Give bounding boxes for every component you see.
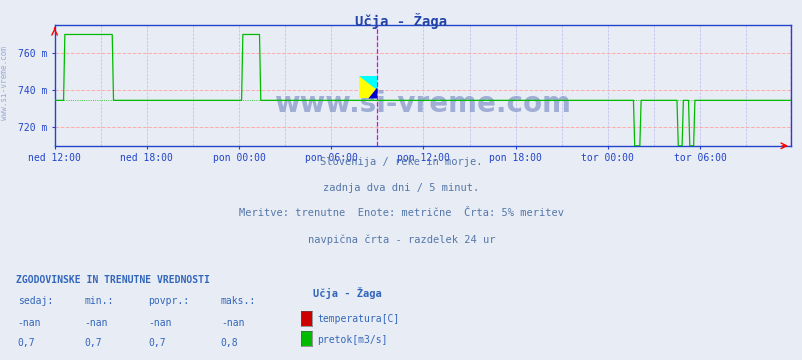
Text: sedaj:: sedaj: <box>18 296 53 306</box>
Text: Učja - Žaga: Učja - Žaga <box>355 13 447 28</box>
Text: Meritve: trenutne  Enote: metrične  Črta: 5% meritev: Meritve: trenutne Enote: metrične Črta: … <box>239 208 563 219</box>
Text: 0,7: 0,7 <box>148 338 166 348</box>
Text: povpr.:: povpr.: <box>148 296 189 306</box>
Text: -nan: -nan <box>84 318 107 328</box>
Text: -nan: -nan <box>148 318 172 328</box>
Text: www.si-vreme.com: www.si-vreme.com <box>0 46 9 120</box>
Polygon shape <box>359 76 377 90</box>
Text: zadnja dva dni / 5 minut.: zadnja dva dni / 5 minut. <box>323 183 479 193</box>
Text: pretok[m3/s]: pretok[m3/s] <box>317 334 387 345</box>
Text: www.si-vreme.com: www.si-vreme.com <box>274 90 570 118</box>
Text: Učja - Žaga: Učja - Žaga <box>313 287 382 299</box>
Text: -nan: -nan <box>221 318 244 328</box>
Text: navpična črta - razdelek 24 ur: navpična črta - razdelek 24 ur <box>307 234 495 245</box>
Text: min.:: min.: <box>84 296 114 306</box>
Text: 0,8: 0,8 <box>221 338 238 348</box>
Text: -nan: -nan <box>18 318 41 328</box>
Text: maks.:: maks.: <box>221 296 256 306</box>
Text: temperatura[C]: temperatura[C] <box>317 314 399 324</box>
Polygon shape <box>368 87 377 99</box>
Text: ZGODOVINSKE IN TRENUTNE VREDNOSTI: ZGODOVINSKE IN TRENUTNE VREDNOSTI <box>16 275 209 285</box>
Text: 0,7: 0,7 <box>84 338 102 348</box>
Bar <box>359 76 377 99</box>
Text: 0,7: 0,7 <box>18 338 35 348</box>
Text: Slovenija / reke in morje.: Slovenija / reke in morje. <box>320 157 482 167</box>
